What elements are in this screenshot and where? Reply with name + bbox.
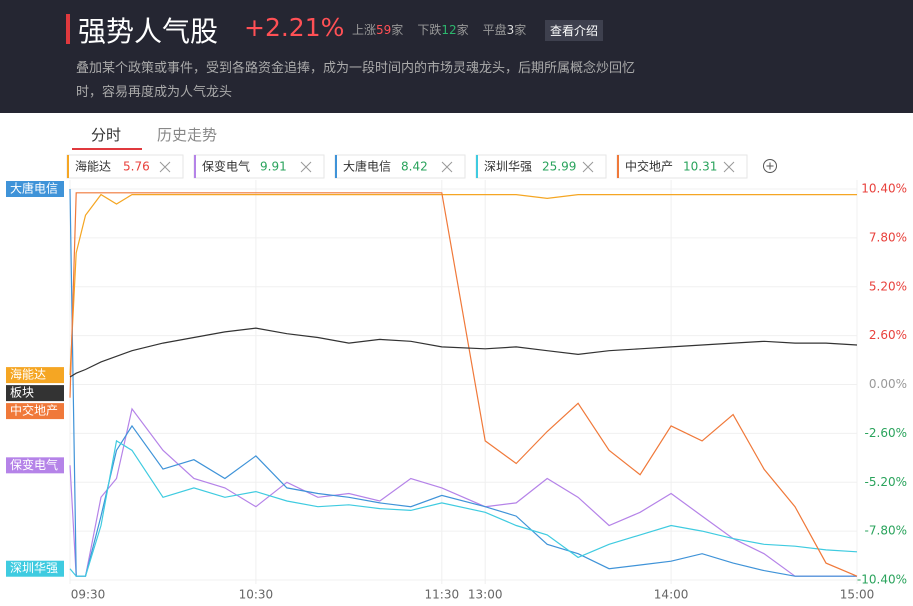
y-tick-label: -5.20%	[865, 475, 907, 489]
series-line	[69, 188, 857, 577]
series-tag	[6, 367, 64, 384]
stat: 平盘3家	[483, 23, 527, 37]
legend-price: 9.91	[260, 160, 287, 174]
series-tag-label: 板块	[10, 386, 34, 400]
stat-label: 下跌	[417, 23, 442, 37]
stat: 下跌12家	[417, 23, 468, 37]
y-tick-label: 7.80%	[869, 230, 907, 244]
series-line	[69, 192, 858, 577]
stat-count: 59	[376, 23, 392, 37]
series-tag-label: 海能达	[10, 367, 46, 382]
add-icon	[766, 162, 774, 170]
legend-accent	[67, 155, 69, 178]
legend-price: 25.99	[542, 160, 576, 174]
y-tick-label: -7.80%	[865, 524, 907, 538]
stat-unit: 家	[456, 23, 469, 37]
series-tag	[6, 385, 64, 402]
x-tick-label: 15:00	[840, 588, 875, 602]
description: 叠加某个政策或事件，受到各路资金追捧，成为一段时间内的市场灵魂龙头，后期所属概念…	[76, 57, 635, 105]
legend-accent	[476, 155, 478, 178]
stats: 上涨59家 下跌12家 平盘3家	[352, 21, 540, 38]
y-tick-label: 0.00%	[869, 377, 907, 391]
stat: 上涨59家	[352, 23, 403, 37]
series-line	[69, 327, 858, 378]
intro-button[interactable]: 查看介绍	[545, 20, 604, 41]
series-tag	[6, 181, 64, 197]
stat-label: 平盘	[482, 23, 507, 37]
series-line	[69, 193, 857, 376]
tab[interactable]: 历史走势	[157, 126, 218, 144]
x-tick-label: 11:30	[425, 588, 460, 602]
legend-close[interactable]	[723, 161, 735, 173]
series-tag-label: 大唐电信	[10, 181, 58, 196]
series-tag-label: 保变电气	[10, 457, 58, 472]
legend-name: 中交地产	[625, 159, 673, 174]
add-button[interactable]	[763, 159, 777, 173]
legend-close[interactable]	[582, 161, 594, 173]
title-accent	[66, 14, 70, 44]
y-tick-label: 10.40%	[861, 182, 907, 196]
legend-close[interactable]	[441, 161, 453, 173]
legend-close[interactable]	[300, 161, 312, 173]
title: 强势人气股	[78, 15, 219, 48]
series-tag-label: 深圳华强	[10, 561, 58, 575]
legend-accent	[617, 155, 619, 178]
stat-label: 上涨	[352, 23, 377, 37]
y-tick-label: -2.60%	[865, 426, 907, 440]
tab-underline	[72, 148, 142, 150]
x-tick-label: 10:30	[239, 588, 274, 602]
stat-count: 3	[506, 23, 515, 37]
series-tag-label: 中交地产	[10, 403, 58, 418]
legend-name: 大唐电信	[343, 159, 391, 174]
legend-name: 保变电气	[202, 159, 250, 174]
change: +2.21%	[244, 13, 345, 42]
y-tick-label: 5.20%	[869, 279, 907, 293]
y-tick-label: -10.40%	[857, 573, 907, 587]
series-tag	[6, 457, 64, 474]
legend-name: 海能达	[75, 159, 111, 174]
x-tick-label: 14:00	[654, 588, 689, 602]
legend-accent	[335, 155, 337, 178]
stat-unit: 家	[514, 23, 527, 37]
x-tick-label: 13:00	[468, 588, 503, 602]
x-tick-label: 09:30	[71, 588, 106, 602]
legend-price: 5.76	[123, 160, 150, 174]
series-tag	[6, 403, 64, 420]
legend-name: 深圳华强	[484, 160, 532, 174]
legend-close[interactable]	[159, 161, 171, 173]
header: 强势人气股 +2.21% 上涨59家 下跌12家 平盘3家 查看介绍 叠加某个政策或…	[0, 0, 913, 113]
series-line	[69, 407, 857, 577]
series-line	[69, 439, 858, 577]
legend-accent	[194, 155, 196, 178]
stat-unit: 家	[391, 23, 404, 37]
chart-frame	[0, 180, 913, 606]
stat-count: 12	[441, 23, 457, 37]
tab[interactable]: 分时	[91, 126, 122, 144]
description-line: 叠加某个政策或事件，受到各路资金追捧，成为一段时间内的市场灵魂龙头，后期所属概念…	[76, 61, 636, 76]
description-line: 时，容易再度成为人气龙头	[76, 85, 233, 100]
series-tag	[6, 560, 64, 577]
legend-price: 8.42	[401, 160, 428, 174]
legend-price: 10.31	[683, 160, 717, 174]
y-tick-label: 2.60%	[869, 328, 907, 342]
